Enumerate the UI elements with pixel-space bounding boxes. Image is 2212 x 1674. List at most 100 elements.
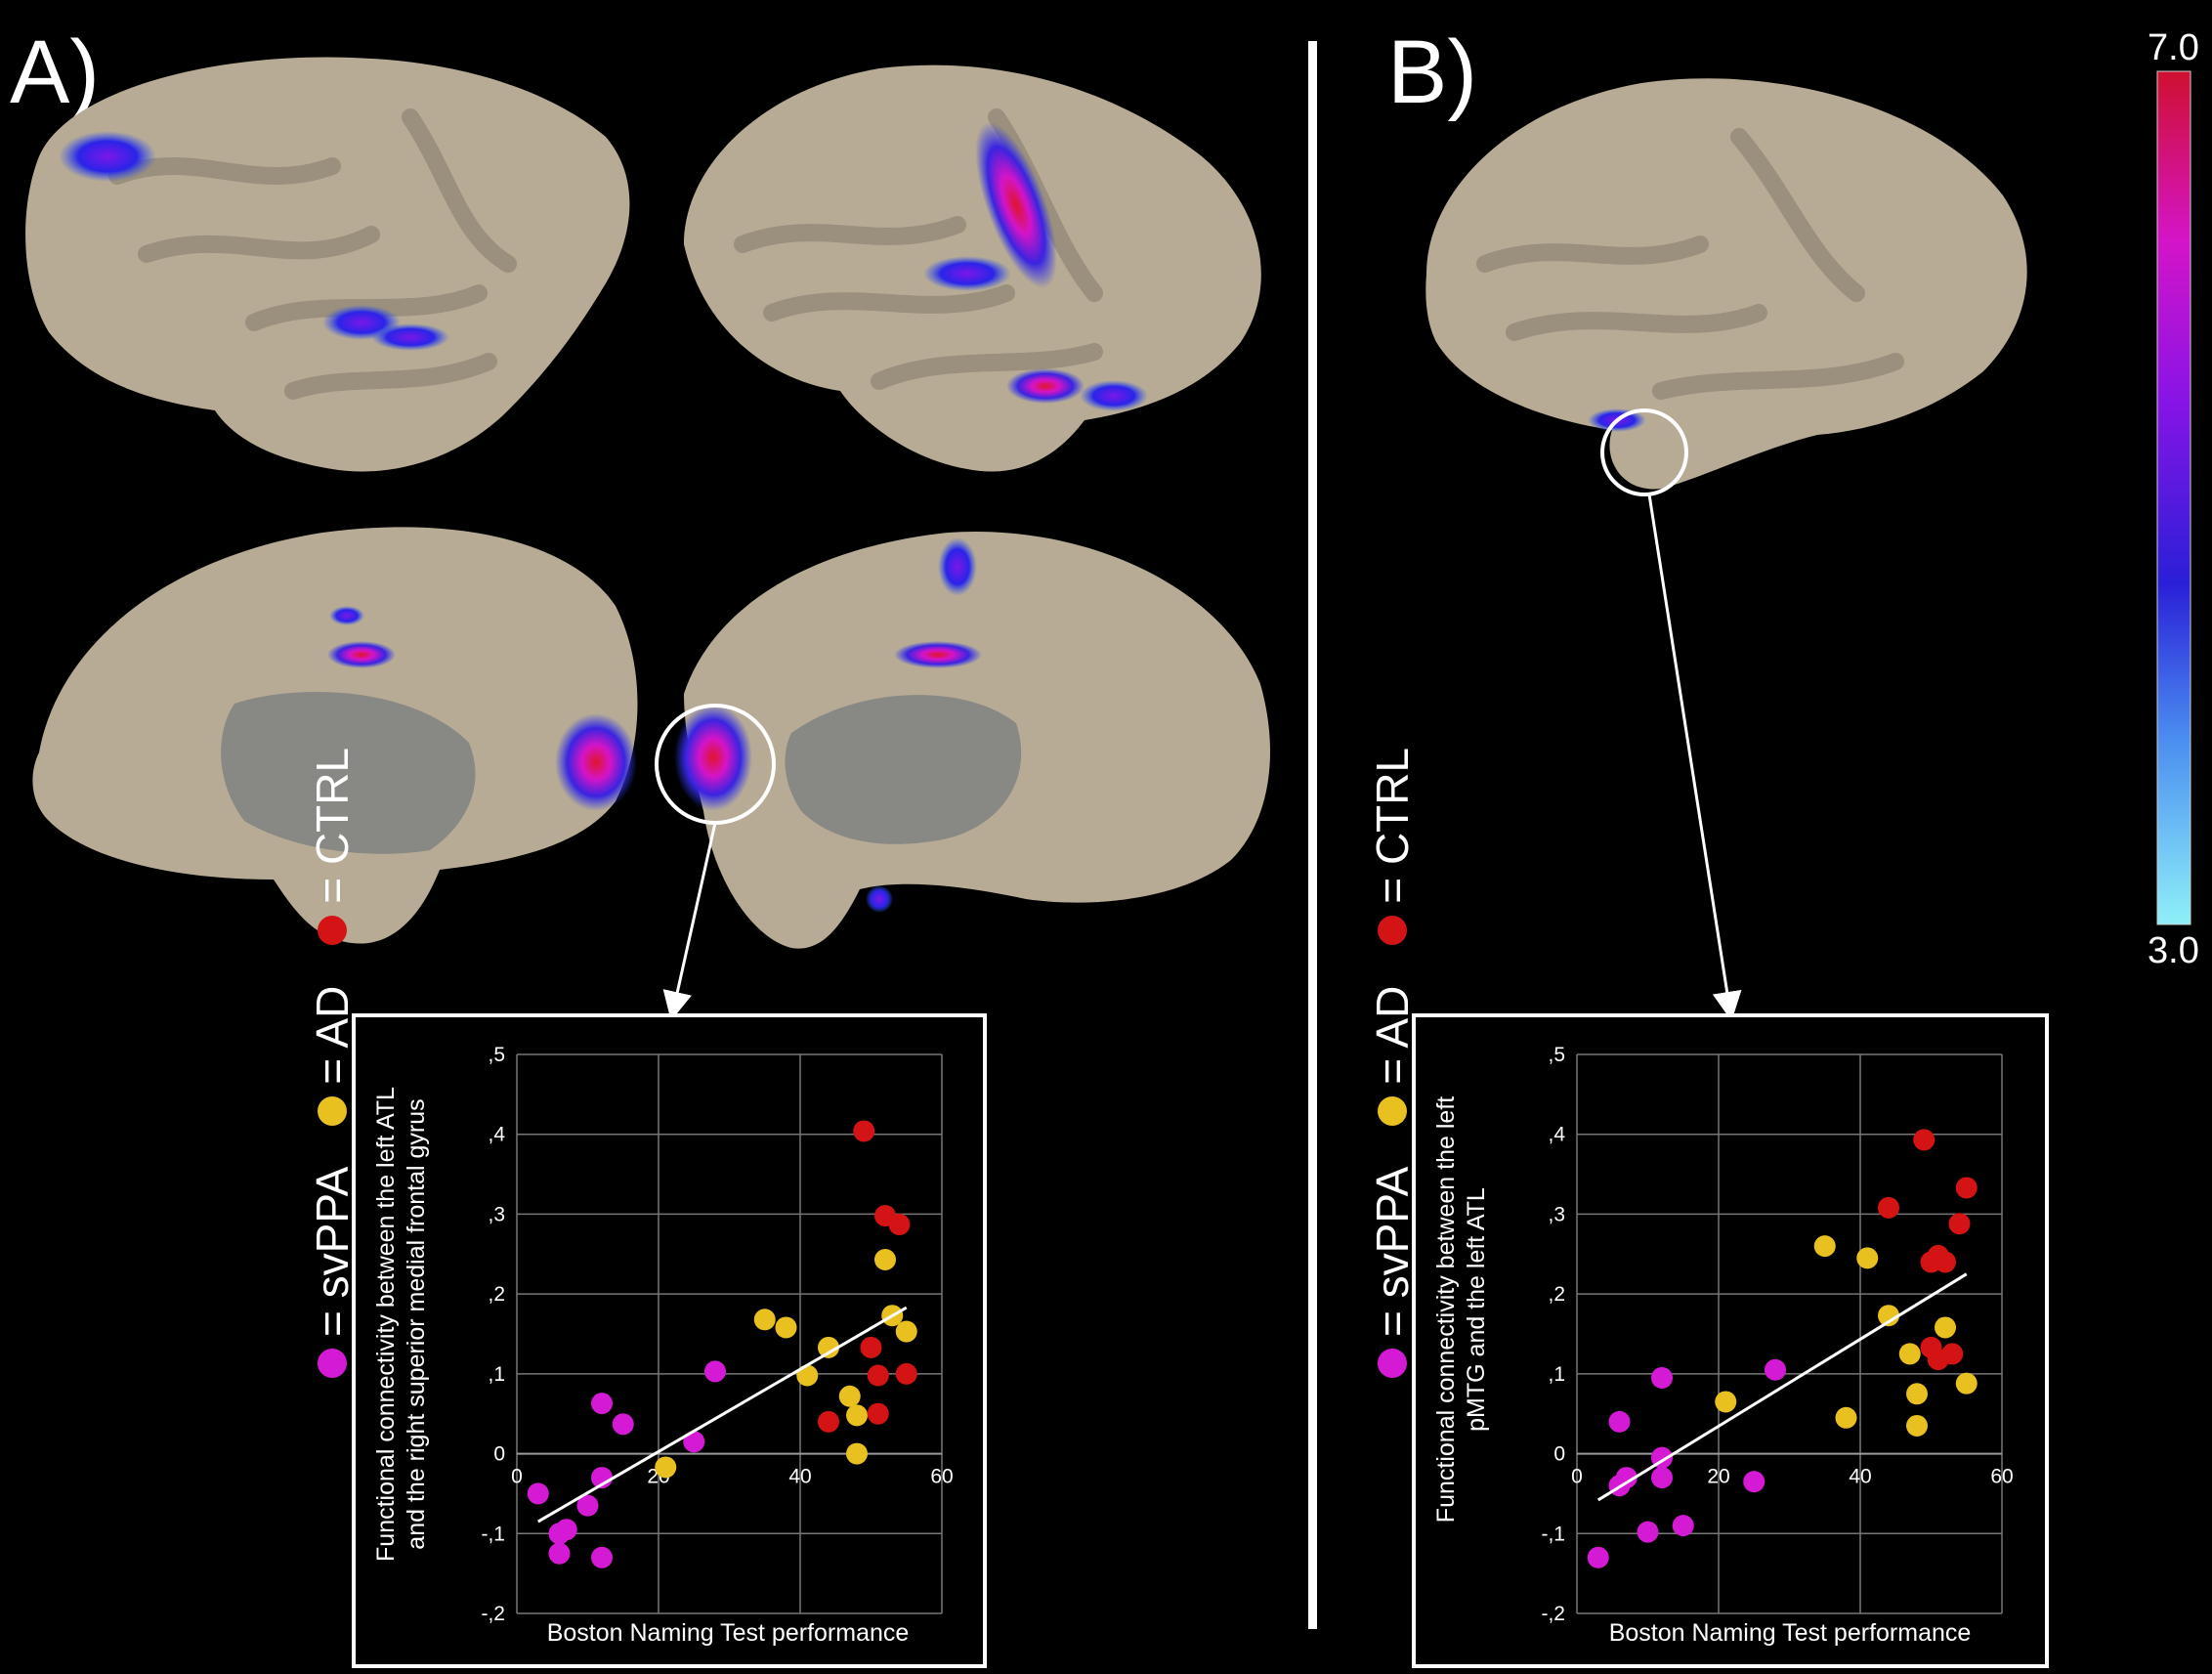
- chart-a-point-svppa: [683, 1431, 705, 1453]
- chart-b-y-tick-label: ,5: [1548, 1044, 1565, 1066]
- chart-b-point-svppa: [1765, 1358, 1786, 1381]
- chart-a-y-tick-label: ,4: [488, 1124, 505, 1146]
- chart-b-point-ad: [1906, 1414, 1928, 1437]
- chart-a-point-ad: [838, 1385, 861, 1407]
- chart-a-point-ad: [796, 1364, 819, 1387]
- chart-b-x-tick-label: 0: [1571, 1466, 1583, 1488]
- chart-a-point-svppa: [612, 1413, 634, 1436]
- legend-b-ctrl-marker: [1378, 915, 1407, 945]
- panel-a-label: A): [10, 22, 100, 122]
- brain-right-lateral: [684, 64, 1261, 472]
- chart-b-point-ctrl: [1955, 1177, 1978, 1199]
- chart-a-point-svppa: [591, 1546, 613, 1568]
- chart-b-point-svppa: [1615, 1467, 1638, 1489]
- chart-b-point-svppa: [1651, 1467, 1673, 1489]
- chart-a-point-ad: [874, 1249, 896, 1271]
- chart-b-x-tick-label: 40: [1849, 1466, 1871, 1488]
- legend-b-svppa: = svPPA: [1366, 1167, 1419, 1378]
- chart-b-y-tick-label: 0: [1553, 1443, 1565, 1466]
- chart-a-point-svppa: [704, 1360, 726, 1383]
- chart-b-point-svppa: [1672, 1515, 1694, 1537]
- chart-b-point-ctrl: [1913, 1129, 1936, 1151]
- chart-a-legend: = svPPA = AD = CTRL: [306, 707, 359, 1378]
- brain-left-medial: [32, 527, 638, 944]
- legend-b-ctrl: = CTRL: [1366, 748, 1419, 945]
- chart-b-point-ad: [1856, 1247, 1879, 1269]
- chart-a-point-svppa: [591, 1393, 613, 1415]
- chart-b-point-ctrl: [1948, 1213, 1971, 1235]
- legend-ctrl: = CTRL: [306, 748, 359, 945]
- chart-a-point-ctrl: [895, 1362, 917, 1385]
- chart-b-y-tick-label: -,1: [1541, 1523, 1565, 1545]
- colorbar-max-label: 7.0: [2148, 27, 2199, 68]
- chart-a-point-ctrl: [888, 1214, 911, 1236]
- chart-b-y-tick-label: ,1: [1548, 1363, 1565, 1386]
- chart-a-x-tick-label: 60: [930, 1466, 953, 1488]
- legend-ad-label: = AD: [307, 985, 358, 1085]
- legend-ctrl-marker: [318, 915, 347, 945]
- legend-svppa-label: = svPPA: [307, 1166, 358, 1337]
- arrow-b: [1647, 494, 1742, 1021]
- chart-b-x-tick-label: 20: [1707, 1466, 1729, 1488]
- legend-ad-marker: [318, 1095, 347, 1126]
- chart-a-y-tick-label: 0: [493, 1443, 505, 1466]
- chart-b-point-ad: [1813, 1235, 1836, 1258]
- chart-b-point-svppa: [1608, 1410, 1631, 1433]
- chart-b-y-tick-label: ,4: [1548, 1124, 1565, 1146]
- chart-a-y-tick-label: -,2: [481, 1603, 505, 1625]
- chart-a-y-tick-label: ,3: [488, 1203, 505, 1225]
- brain-left-lateral: [25, 57, 630, 472]
- chart-a-y-tick-label: ,5: [488, 1044, 505, 1066]
- chart-a-point-ad: [846, 1442, 868, 1465]
- chart-b-point-svppa: [1637, 1521, 1659, 1543]
- chart-b-xlabel: Boston Naming Test performance: [1608, 1619, 1972, 1647]
- chart-b-x-tick-label: 60: [1990, 1466, 2013, 1488]
- chart-b-point-svppa: [1587, 1546, 1609, 1568]
- chart-a-point-ctrl: [853, 1120, 875, 1142]
- legend-b-svppa-label: = svPPA: [1367, 1166, 1418, 1337]
- brain-b-lateral: [1425, 78, 2027, 496]
- chart-b-point-svppa: [1743, 1471, 1765, 1493]
- legend-b-svppa-marker: [1378, 1349, 1407, 1378]
- chart-a-point-svppa: [548, 1542, 571, 1565]
- chart-a-point-ctrl: [860, 1336, 882, 1358]
- chart-a-point-ad: [846, 1404, 868, 1427]
- chart-b-y-tick-label: ,3: [1548, 1203, 1565, 1225]
- chart-a-point-ctrl: [818, 1410, 839, 1433]
- chart-a-point-svppa: [576, 1494, 599, 1517]
- chart-a-y-tick-label: -,1: [481, 1523, 505, 1545]
- chart-a-x-tick-label: 0: [511, 1466, 523, 1488]
- chart-a-point-ad: [895, 1320, 917, 1343]
- chart-b-point-ctrl: [1935, 1251, 1956, 1273]
- legend-b-ctrl-label: = CTRL: [1367, 747, 1418, 904]
- colorbar: [2156, 70, 2191, 925]
- chart-b-y-tick-label: ,2: [1548, 1283, 1565, 1306]
- chart-a-point-svppa: [527, 1482, 549, 1505]
- legend-b-ad-marker: [1378, 1095, 1407, 1126]
- chart-a-point-ctrl: [867, 1364, 889, 1387]
- chart-b-ylabel: Functional connectivity between the left…: [1432, 1095, 1491, 1524]
- chart-b-point-ad: [1878, 1305, 1899, 1327]
- chart-b-point-ctrl: [1878, 1196, 1899, 1219]
- panel-divider: [1308, 41, 1317, 1629]
- chart-a-box: 0 20 40 60,5,4,3,2,1 0 -,1 -,2: [352, 1013, 987, 1668]
- chart-b-point-ctrl: [1941, 1343, 1964, 1365]
- colorbar-min-label: 3.0: [2148, 930, 2199, 971]
- legend-b-ad-label: = AD: [1367, 985, 1418, 1085]
- legend-ad: = AD: [306, 986, 359, 1126]
- chart-b-svg: 0 20 40 60 ,5 ,4 ,3 ,2 ,1 0 -,1 -,2: [1541, 1044, 2013, 1625]
- chart-a-svg: 0 20 40 60,5,4,3,2,10-,1-,2: [481, 1044, 953, 1625]
- chart-b-point-svppa: [1651, 1366, 1673, 1389]
- legend-svppa-marker: [318, 1349, 347, 1378]
- arrow-a: [662, 822, 717, 1021]
- legend-b-ad: = AD: [1366, 986, 1419, 1126]
- chart-a-fit-line: [536, 1306, 908, 1524]
- chart-b-box: 0 20 40 60 ,5 ,4 ,3 ,2 ,1 0 -,1 -,2: [1412, 1013, 2049, 1668]
- chart-a-y-tick-label: ,2: [488, 1283, 505, 1306]
- chart-a-y-tick-label: ,1: [488, 1363, 505, 1386]
- chart-a-point-ad: [753, 1309, 776, 1331]
- chart-b-point-ad: [1955, 1372, 1978, 1395]
- chart-b-point-ad: [1898, 1343, 1921, 1365]
- chart-b-y-tick-label: -,2: [1541, 1603, 1565, 1625]
